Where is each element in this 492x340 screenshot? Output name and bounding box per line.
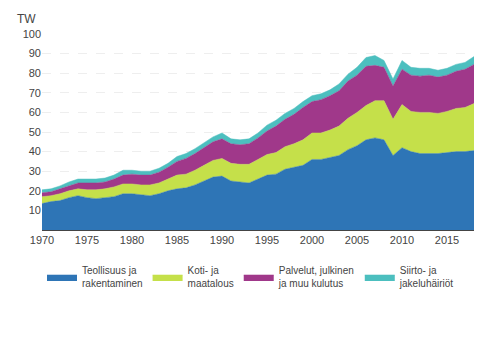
svg-text:1970: 1970 [30, 234, 54, 246]
svg-text:70: 70 [29, 87, 41, 99]
svg-text:2015: 2015 [435, 234, 459, 246]
svg-text:1985: 1985 [165, 234, 189, 246]
svg-text:20: 20 [29, 185, 41, 197]
svg-text:50: 50 [29, 126, 41, 138]
svg-text:60: 60 [29, 106, 41, 118]
svg-text:TW: TW [17, 12, 36, 26]
svg-text:Siirto- jajakeluhäiriöt: Siirto- jajakeluhäiriöt [399, 265, 454, 289]
svg-text:Koti- jamaatalous: Koti- jamaatalous [188, 265, 234, 289]
svg-text:90: 90 [29, 47, 41, 59]
svg-text:1975: 1975 [75, 234, 99, 246]
svg-text:2010: 2010 [390, 234, 414, 246]
svg-text:1980: 1980 [120, 234, 144, 246]
svg-text:100: 100 [23, 28, 41, 40]
svg-text:30: 30 [29, 165, 41, 177]
svg-text:2000: 2000 [300, 234, 324, 246]
svg-text:40: 40 [29, 145, 41, 157]
svg-text:Teollisuus jarakentaminen: Teollisuus jarakentaminen [82, 265, 143, 289]
svg-text:10: 10 [29, 204, 41, 216]
svg-text:Palvelut, julkinenja muu kulut: Palvelut, julkinenja muu kulutus [278, 265, 354, 289]
svg-text:1995: 1995 [255, 234, 279, 246]
svg-text:80: 80 [29, 67, 41, 79]
svg-text:1990: 1990 [210, 234, 234, 246]
svg-text:2005: 2005 [345, 234, 369, 246]
